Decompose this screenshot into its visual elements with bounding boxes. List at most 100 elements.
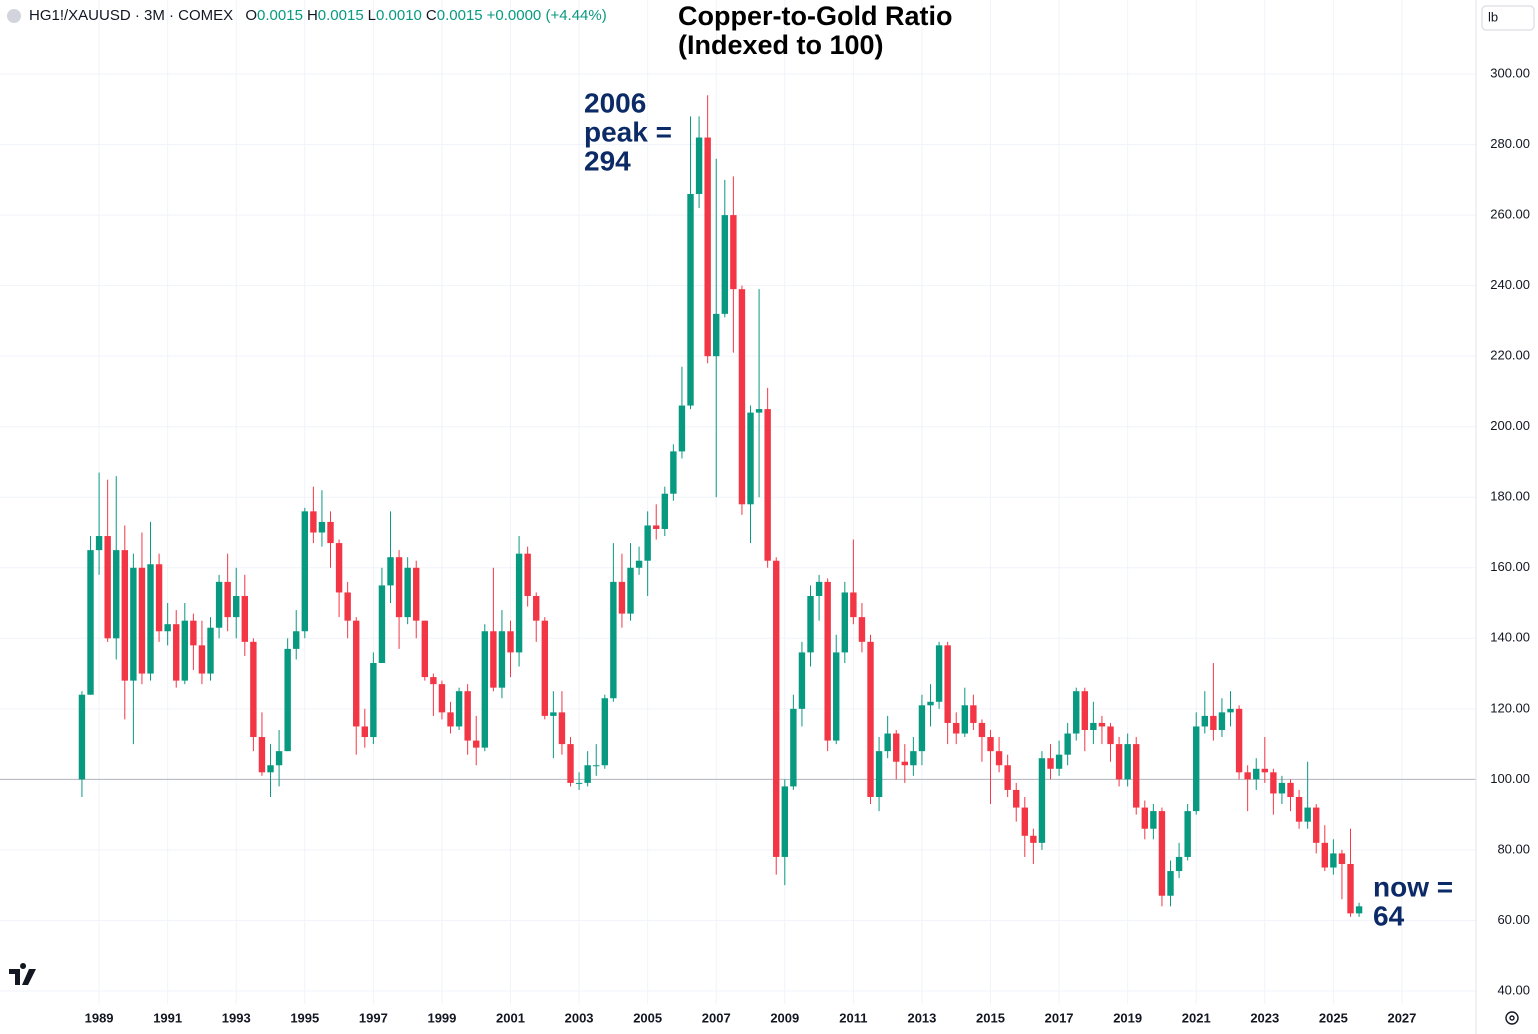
- candle-body: [935, 645, 943, 702]
- candle-body: [1270, 772, 1277, 794]
- y-tick-label: 160.00: [1490, 559, 1530, 574]
- candle-body: [721, 215, 728, 314]
- candle-body: [481, 631, 488, 748]
- candle-body: [524, 553, 531, 596]
- candle-body: [1073, 691, 1080, 734]
- candle-body: [541, 620, 548, 716]
- x-tick-label: 2001: [496, 1010, 525, 1025]
- candle-body: [1021, 807, 1028, 836]
- candle-body: [318, 521, 326, 533]
- candle-body: [1184, 811, 1191, 857]
- x-tick-label: 2005: [633, 1010, 662, 1025]
- candle-body: [824, 581, 831, 741]
- x-tick-label: 2017: [1045, 1010, 1074, 1025]
- candle-body: [361, 726, 368, 738]
- candle-body: [884, 733, 891, 752]
- candle-body: [275, 751, 283, 766]
- x-tick-label: 2011: [839, 1010, 867, 1025]
- candle-body: [987, 737, 994, 752]
- candle-body: [507, 631, 514, 653]
- y-tick-label: 180.00: [1490, 489, 1530, 504]
- candle-body: [335, 543, 343, 593]
- candle-body: [490, 631, 497, 688]
- readout-key: H: [307, 7, 318, 24]
- candle-body: [953, 722, 960, 734]
- unit-button[interactable]: [1481, 5, 1535, 31]
- y-tick-label: 260.00: [1490, 207, 1530, 222]
- candle-body: [610, 581, 617, 699]
- candle-body: [1244, 772, 1251, 780]
- candle-body: [1201, 715, 1208, 727]
- y-tick-label: 80.00: [1497, 841, 1530, 856]
- candle-body: [404, 567, 411, 618]
- candle-body: [421, 620, 428, 678]
- annotation: now =: [1373, 871, 1453, 902]
- candle-body: [978, 722, 986, 738]
- legend-header: HG1!/XAUUSD · 3M · COMEX O0.0015 H0.0015 L…: [29, 7, 607, 24]
- x-tick-label: 2007: [702, 1010, 731, 1025]
- candle-body: [1081, 691, 1088, 730]
- candle-body: [558, 712, 566, 745]
- candle-body: [1064, 733, 1071, 755]
- candle-body: [250, 641, 257, 738]
- candle-body: [190, 620, 197, 646]
- candle-body: [995, 751, 1003, 766]
- candle-body: [164, 624, 171, 632]
- x-tick-label: 2023: [1250, 1010, 1279, 1025]
- candle-body: [1167, 871, 1174, 896]
- chart-title: (Indexed to 100): [678, 30, 884, 60]
- y-tick-label: 140.00: [1490, 630, 1530, 645]
- candle-body: [301, 511, 308, 632]
- candle-body: [498, 631, 506, 688]
- candle-body: [198, 645, 206, 674]
- candles: [78, 95, 1363, 917]
- candle-body: [747, 412, 754, 505]
- annotation: 2006: [584, 87, 646, 118]
- candle-body: [387, 557, 394, 586]
- candle-body: [1030, 835, 1037, 843]
- candle-body: [678, 405, 686, 452]
- candle-body: [130, 567, 137, 681]
- candle-body: [1210, 715, 1217, 730]
- candle-body: [687, 193, 694, 406]
- candle-body: [95, 536, 103, 551]
- x-tick-label: 2027: [1387, 1010, 1416, 1025]
- candle-body: [344, 592, 351, 621]
- candle-body: [327, 521, 334, 544]
- candle-body: [575, 782, 583, 784]
- candle-body: [730, 215, 737, 290]
- y-tick-label: 40.00: [1497, 982, 1530, 997]
- settings-gear[interactable]: [1505, 1011, 1519, 1025]
- candle-body: [284, 648, 291, 752]
- unit-label: lb: [1488, 9, 1498, 24]
- candle-body: [644, 525, 651, 561]
- settings-icon[interactable]: [1505, 1011, 1519, 1025]
- candle-body: [1295, 796, 1303, 822]
- candle-body: [464, 691, 471, 741]
- candle-body: [867, 641, 874, 797]
- candle-body: [1347, 863, 1354, 914]
- candle-body: [841, 592, 848, 653]
- chart-title: Copper-to-Gold Ratio: [678, 1, 952, 31]
- candle-body: [961, 705, 968, 734]
- candle-body: [413, 567, 420, 621]
- x-tick-label: 1997: [359, 1010, 388, 1025]
- candle-body: [1107, 726, 1114, 745]
- readout-value: 0.0010: [376, 7, 422, 24]
- readout-key: C: [426, 7, 437, 24]
- annotation: peak =: [584, 116, 672, 147]
- candle-body: [430, 677, 437, 685]
- y-tick-label: 100.00: [1490, 771, 1530, 786]
- candle-body: [241, 595, 248, 642]
- candle-body: [258, 737, 266, 773]
- candle-body: [944, 645, 951, 723]
- candle-body: [438, 684, 446, 713]
- candle-body: [695, 137, 703, 194]
- candle-body: [567, 744, 574, 783]
- y-tick-label: 200.00: [1490, 418, 1530, 433]
- candle-body: [215, 581, 223, 628]
- candle-body: [1133, 744, 1140, 808]
- candle-body: [87, 550, 94, 695]
- candle-body: [910, 751, 917, 766]
- y-tick-label: 60.00: [1497, 912, 1530, 927]
